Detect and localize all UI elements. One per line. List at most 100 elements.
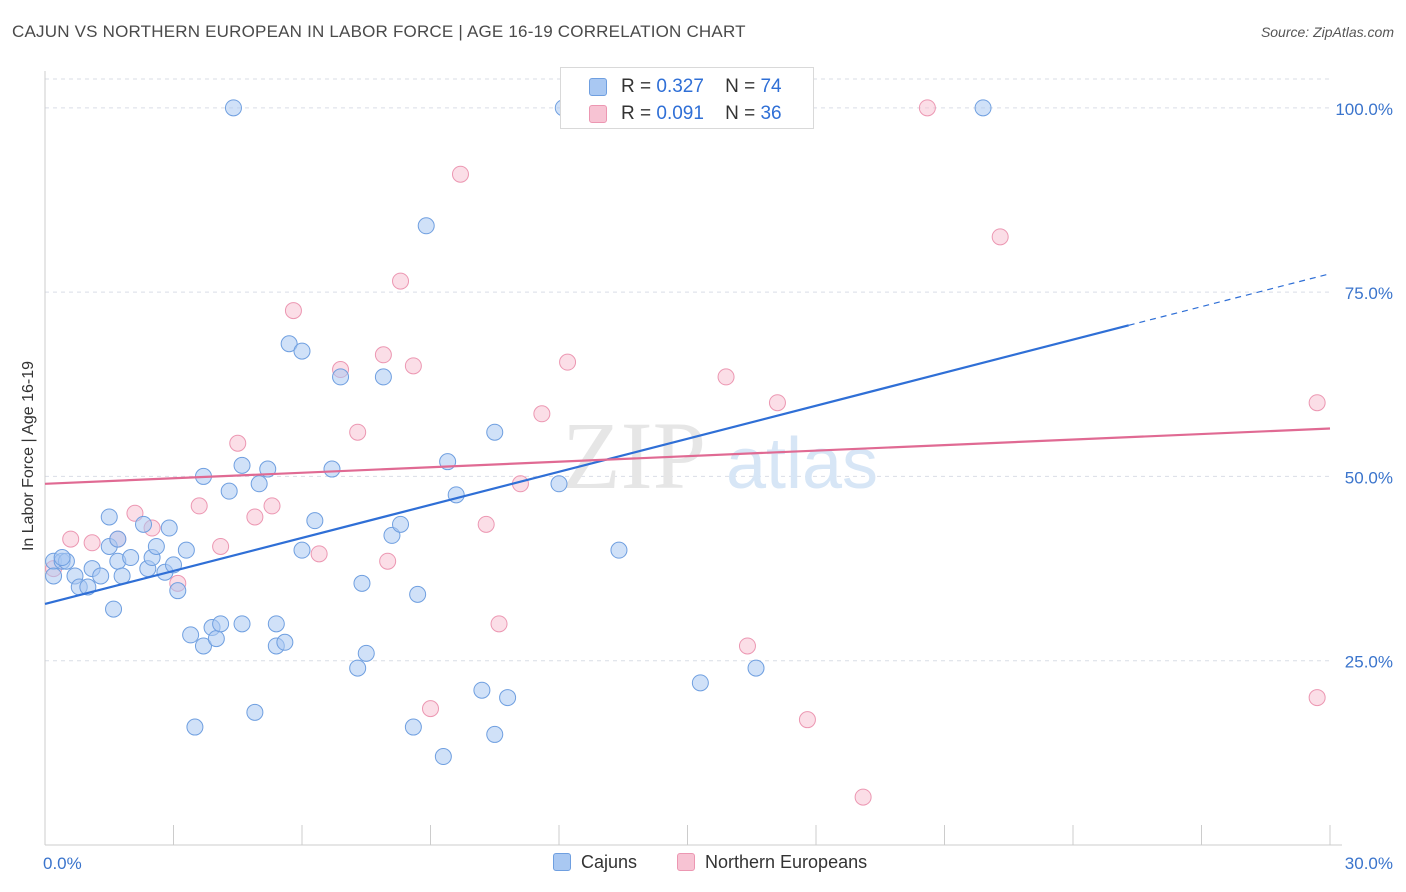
- y-tick-label: 50.0%: [1345, 468, 1393, 487]
- cajuns-point: [224, 99, 242, 117]
- axes: [44, 71, 1342, 846]
- legend-swatch-cajuns: [589, 78, 607, 96]
- cajuns-point: [392, 515, 410, 533]
- cajuns-point: [92, 567, 110, 585]
- cajuns-point: [246, 703, 264, 721]
- cajuns-point: [357, 644, 375, 662]
- y-tick-label: 25.0%: [1345, 653, 1393, 672]
- legend-n-value-northern-europeans: 36: [760, 103, 782, 124]
- cajuns-point: [182, 626, 200, 644]
- cajuns-point: [280, 335, 298, 353]
- northern-europeans-point: [263, 497, 281, 515]
- legend-n-label: N =: [725, 76, 756, 97]
- northern-europeans-point: [349, 423, 367, 441]
- northern-europeans-point: [768, 394, 786, 412]
- x-tick-label: 30.0%: [1345, 854, 1393, 873]
- bottom-legend-label-northern-europeans: Northern Europeans: [705, 852, 868, 872]
- cajuns-trend-extension: [1128, 273, 1331, 326]
- cajuns-point: [233, 615, 251, 633]
- cajuns-point: [550, 475, 568, 493]
- cajuns-point: [974, 99, 992, 117]
- legend-r-label: R =: [621, 103, 652, 124]
- x-tick-label: 0.0%: [43, 854, 82, 873]
- trend-lines: [44, 273, 1331, 606]
- cajuns-point: [434, 748, 452, 766]
- northern-europeans-point: [310, 545, 328, 563]
- northern-europeans-point: [798, 711, 816, 729]
- cajuns-point: [293, 541, 311, 559]
- northern-europeans-point: [379, 552, 397, 570]
- bottom-legend-swatch-northern-europeans: [677, 853, 695, 871]
- legend-r-value-northern-europeans: 0.091: [656, 103, 704, 124]
- northern-europeans-point: [490, 615, 508, 633]
- cajuns-point: [486, 423, 504, 441]
- y-tick-label: 100.0%: [1335, 100, 1393, 119]
- cajuns-point: [177, 541, 195, 559]
- cajuns-point: [194, 637, 212, 655]
- northern-europeans-point: [246, 508, 264, 526]
- cajuns-point: [100, 508, 118, 526]
- northern-europeans-point: [1308, 394, 1326, 412]
- northern-europeans-point: [1308, 689, 1326, 707]
- bottom-legend-swatch-cajuns: [553, 853, 571, 871]
- cajuns-point: [250, 475, 268, 493]
- cajuns-trend-line: [44, 324, 1129, 606]
- northern-europeans-point: [451, 165, 469, 183]
- correlation-legend: R = 0.327 N = 74 R = 0.091 N = 36: [560, 67, 814, 129]
- cajuns-point: [747, 659, 765, 677]
- cajuns-point: [353, 574, 371, 592]
- watermark-atlas: atlas: [726, 424, 878, 504]
- northern-europeans-point: [392, 272, 410, 290]
- cajuns-point: [486, 725, 504, 743]
- northern-europeans-point: [991, 228, 1009, 246]
- cajuns-point: [409, 585, 427, 603]
- cajuns-point: [113, 567, 131, 585]
- northern-europeans-point: [559, 353, 577, 371]
- tick-labels: 25.0% 50.0% 75.0% 100.0% 0.0% 30.0%: [43, 100, 1393, 873]
- legend-r-value-cajuns: 0.327: [656, 76, 704, 97]
- cajuns-point: [186, 718, 204, 736]
- cajuns-point: [323, 460, 341, 478]
- legend-r-label: R =: [621, 76, 652, 97]
- northern-europeans-point: [404, 357, 422, 375]
- bottom-legend-label-cajuns: Cajuns: [581, 852, 638, 872]
- cajuns-point: [691, 674, 709, 692]
- northern-europeans-point: [229, 434, 247, 452]
- cajuns-point: [212, 615, 230, 633]
- grid-lines: [45, 78, 1330, 662]
- northern-europeans-point: [717, 368, 735, 386]
- chart-title: CAJUN VS NORTHERN EUROPEAN IN LABOR FORC…: [12, 22, 746, 41]
- cajuns-point: [374, 368, 392, 386]
- cajuns-point: [233, 456, 251, 474]
- cajuns-point: [267, 615, 285, 633]
- source-label: Source: ZipAtlas.com: [1260, 24, 1394, 40]
- cajuns-point: [105, 600, 123, 618]
- cajuns-point: [45, 567, 63, 585]
- northern-europeans-point: [738, 637, 756, 655]
- legend-swatch-northern-europeans: [589, 105, 607, 123]
- cajuns-point: [404, 718, 422, 736]
- northern-europeans-point: [477, 515, 495, 533]
- northern-europeans-point: [284, 302, 302, 320]
- legend-n-label: N =: [725, 103, 756, 124]
- cajuns-point: [306, 512, 324, 530]
- northern-europeans-point: [854, 788, 872, 806]
- cajuns-point: [109, 530, 127, 548]
- bottom-legend-northern-europeans[interactable]: Northern Europeans: [677, 852, 867, 873]
- y-tick-label: 75.0%: [1345, 284, 1393, 303]
- northern-europeans-point: [422, 700, 439, 718]
- cajuns-point: [499, 689, 517, 707]
- cajuns-point: [473, 681, 491, 699]
- northern-europeans-point: [190, 497, 208, 515]
- cajuns-point: [610, 541, 628, 559]
- cajuns-point: [293, 342, 311, 360]
- northern-europeans-trend-line: [44, 427, 1331, 485]
- y-axis-label: In Labor Force | Age 16-19: [20, 360, 37, 552]
- cajuns-point: [276, 633, 294, 651]
- northern-europeans-point: [212, 537, 230, 555]
- northern-europeans-point: [83, 534, 101, 552]
- bottom-legend-cajuns[interactable]: Cajuns: [553, 852, 637, 873]
- cajuns-point: [220, 482, 238, 500]
- cajuns-point: [169, 582, 187, 600]
